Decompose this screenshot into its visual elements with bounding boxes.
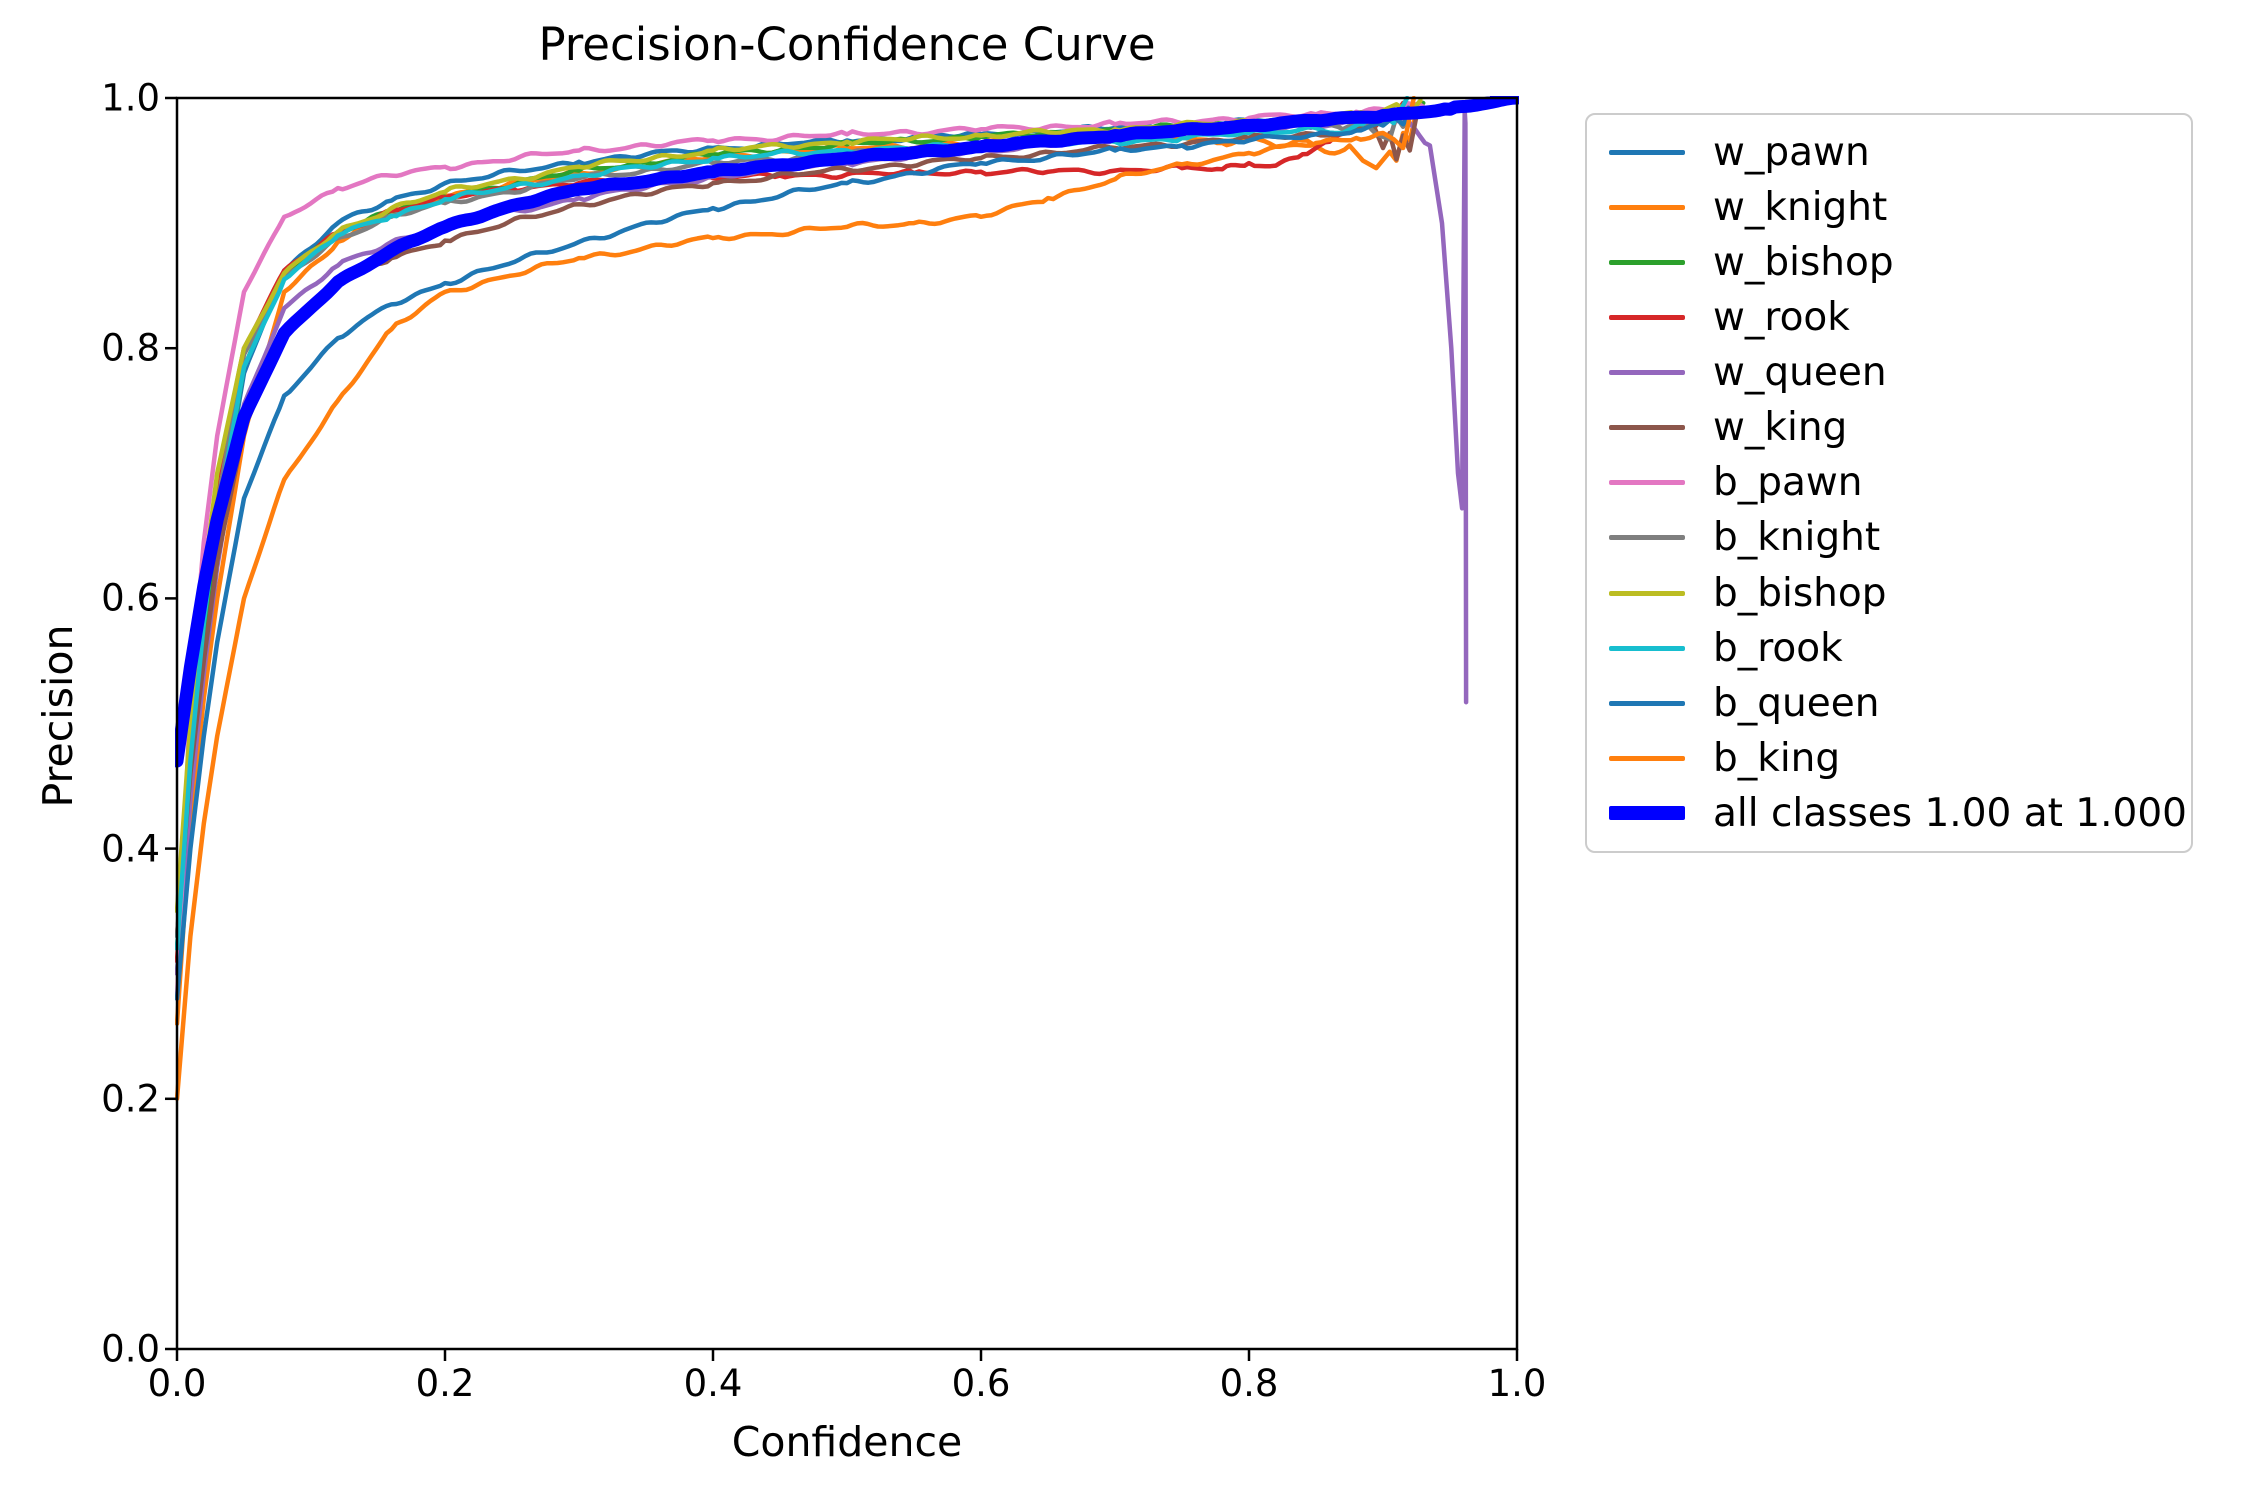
legend-label: all classes 1.00 at 1.000 — [1713, 790, 2187, 836]
curve-all-classes — [175, 96, 1519, 768]
x-tick-label-0.8: 0.8 — [1219, 1362, 1279, 1405]
legend-label: b_king — [1713, 735, 1841, 781]
legend-label: b_rook — [1713, 625, 1843, 671]
x-axis-label: Confidence — [731, 1418, 963, 1466]
x-tick-label-1.0: 1.0 — [1487, 1362, 1547, 1405]
legend-label: w_pawn — [1713, 130, 1870, 176]
y-tick-label-0.8: 0.8 — [101, 326, 160, 370]
y-tick-label-0.0: 0.0 — [101, 1327, 160, 1371]
curve-b_rook — [175, 96, 1410, 951]
legend-item-b_knight: b_knight — [1587, 511, 2191, 565]
x-tick-label-0.6: 0.6 — [951, 1362, 1011, 1405]
legend-label: w_king — [1713, 405, 1848, 451]
y-tick-label-0.6: 0.6 — [101, 576, 160, 620]
curve-b_pawn — [175, 100, 1426, 1001]
legend-label: b_bishop — [1713, 570, 1887, 616]
x-tick-label-0.4: 0.4 — [683, 1362, 743, 1405]
legend-line-swatch — [1609, 205, 1685, 211]
legend-label: w_rook — [1713, 295, 1850, 341]
legend-label: w_knight — [1713, 185, 1888, 231]
legend: w_pawn w_knight w_bishop w_rook w_queen w_kin… — [1585, 113, 2193, 853]
curve-w_king — [175, 113, 1419, 939]
curve-b_queen — [175, 107, 1415, 1001]
legend-line-swatch — [1609, 755, 1685, 761]
chart-title: Precision-Confidence Curve — [538, 18, 1156, 71]
legend-line-swatch — [1609, 700, 1685, 706]
curve-b_king — [175, 96, 1417, 1102]
legend-line-swatch — [1609, 535, 1685, 541]
legend-item-all: all classes 1.00 at 1.000 — [1587, 786, 2191, 840]
curve-w_queen — [175, 108, 1469, 976]
legend-label: b_knight — [1713, 515, 1881, 561]
y-tick-label-0.4: 0.4 — [101, 827, 160, 871]
legend-label: b_queen — [1713, 680, 1880, 726]
y-tick-label-0.2: 0.2 — [101, 1077, 160, 1121]
legend-line-swatch — [1609, 590, 1685, 596]
axes-spines — [175, 96, 1519, 1351]
x-tick-label-0.0: 0.0 — [147, 1362, 207, 1405]
y-axis-label: Precision — [34, 624, 82, 808]
legend-line-swatch — [1609, 260, 1685, 266]
x-tick-label-0.2: 0.2 — [415, 1362, 475, 1405]
legend-line-swatch — [1609, 315, 1685, 321]
legend-label: b_pawn — [1713, 460, 1863, 506]
legend-label: w_bishop — [1713, 240, 1894, 286]
legend-item-b_king: b_king — [1587, 731, 2191, 785]
y-tick-label-1.0: 1.0 — [101, 76, 160, 120]
legend-item-w_knight: w_knight — [1587, 181, 2191, 235]
curve-w_rook — [175, 100, 1406, 964]
legend-line-swatch — [1609, 806, 1685, 821]
legend-line-swatch — [1609, 480, 1685, 486]
legend-item-w_king: w_king — [1587, 401, 2191, 455]
legend-item-w_rook: w_rook — [1587, 291, 2191, 345]
legend-item-w_queen: w_queen — [1587, 346, 2191, 400]
legend-item-b_pawn: b_pawn — [1587, 456, 2191, 510]
legend-item-b_bishop: b_bishop — [1587, 566, 2191, 620]
legend-item-w_bishop: w_bishop — [1587, 236, 2191, 290]
legend-line-swatch — [1609, 645, 1685, 651]
legend-line-swatch — [1609, 150, 1685, 156]
legend-item-w_pawn: w_pawn — [1587, 126, 2191, 180]
legend-line-swatch — [1609, 370, 1685, 376]
curve-b_bishop — [175, 98, 1423, 914]
legend-line-swatch — [1609, 425, 1685, 431]
legend-item-b_rook: b_rook — [1587, 621, 2191, 675]
legend-label: w_queen — [1713, 350, 1887, 396]
legend-item-b_queen: b_queen — [1587, 676, 2191, 730]
